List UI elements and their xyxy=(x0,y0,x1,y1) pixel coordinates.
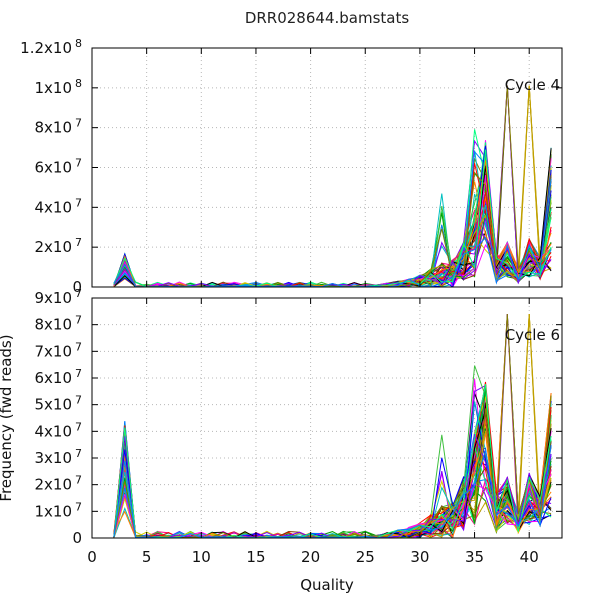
panel-label: Cycle 6 xyxy=(505,326,560,344)
y-tick-label: 8x10 7 xyxy=(34,117,82,137)
series-line xyxy=(113,420,552,538)
series-line xyxy=(113,445,552,538)
series-line xyxy=(113,233,552,287)
series-line xyxy=(113,218,552,287)
y-tick-label: 5x10 7 xyxy=(34,394,82,414)
x-tick-label: 0 xyxy=(87,548,97,566)
x-tick-label: 35 xyxy=(465,548,484,566)
y-tick-label: 4x10 7 xyxy=(34,420,82,440)
y-tick-label: 6x10 7 xyxy=(34,157,82,177)
chart-title: DRR028644.bamstats xyxy=(245,9,410,27)
x-tick-label: 5 xyxy=(142,548,152,566)
series-line xyxy=(113,313,552,538)
y-tick-label: 1.2x10 8 xyxy=(20,37,82,57)
y-axis-label: Frequency (fwd reads) xyxy=(0,334,15,501)
y-tick-label: 0 xyxy=(72,529,82,547)
x-axis-ticks: 0 5 10 15 20 25 30 35 40 xyxy=(87,548,539,566)
y-tick-label: 4x10 7 xyxy=(34,196,82,216)
series-group xyxy=(113,313,552,538)
plot-frame xyxy=(91,297,563,539)
panels-group: 0 2x10 7 4x10 7 6x10 7 8x10 7 1x10 8 1.2x10 8 Cycle 4… xyxy=(20,37,563,547)
y-tick-label: 9x10 7 xyxy=(34,287,82,307)
x-tick-label: 20 xyxy=(301,548,320,566)
y-tick-label: 2x10 7 xyxy=(34,236,82,256)
y-tick-label: 7x10 7 xyxy=(34,340,82,360)
panel-2: 0 1x10 7 2x10 7 3x10 7 4x10 7 5x10 7 6x10 7 7x10 7 8x10… xyxy=(34,287,563,547)
x-tick-label: 10 xyxy=(192,548,211,566)
y-tick-label: 0 xyxy=(72,278,82,296)
panel-label: Cycle 4 xyxy=(505,76,560,94)
y-tick-label: 8x10 7 xyxy=(34,314,82,334)
series-line xyxy=(113,85,552,287)
y-tick-label: 6x10 7 xyxy=(34,367,82,387)
series-line xyxy=(113,207,552,287)
x-tick-label: 30 xyxy=(410,548,429,566)
series-group xyxy=(113,85,552,287)
x-tick-label: 25 xyxy=(356,548,375,566)
x-tick-label: 40 xyxy=(520,548,539,566)
panel-1: 0 2x10 7 4x10 7 6x10 7 8x10 7 1x10 8 1.2x10 8 Cycle 4 xyxy=(20,37,563,296)
y-tick-label: 1x10 8 xyxy=(34,77,82,97)
x-tick-label: 15 xyxy=(246,548,265,566)
y-tick-label: 2x10 7 xyxy=(34,474,82,494)
y-tick-label: 3x10 7 xyxy=(34,447,82,467)
x-axis-label: Quality xyxy=(300,576,354,594)
y-tick-label: 1x10 7 xyxy=(34,500,82,520)
